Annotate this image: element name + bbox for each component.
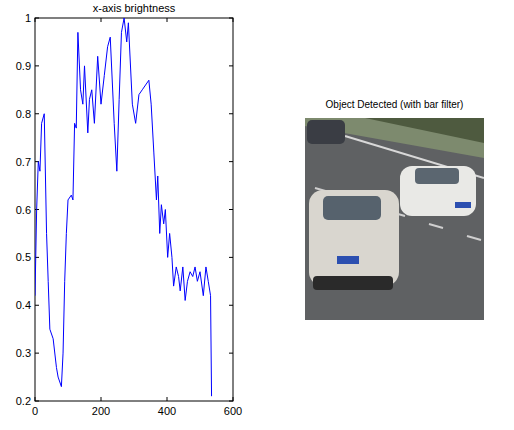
y-tick-right: [229, 65, 233, 66]
y-tick-right: [229, 161, 233, 162]
car-left-body: [309, 190, 399, 286]
page: {"chart_data": {"type": "line", "title":…: [0, 0, 514, 430]
road: [305, 118, 484, 320]
y-tick-right: [229, 113, 233, 114]
y-tick-right: [229, 353, 233, 354]
car-right-plate: [455, 202, 471, 208]
lane-dash: [467, 236, 481, 240]
x-tick-label: 400: [158, 405, 176, 417]
x-tick-top: [101, 18, 102, 22]
y-tick: [35, 65, 39, 66]
y-tick: [35, 401, 39, 402]
car-left-window: [323, 196, 381, 220]
x-tick: [35, 397, 36, 401]
y-tick-label: 0.2: [16, 395, 31, 407]
brightness-line: [35, 18, 212, 396]
x-tick-label: 0: [32, 405, 38, 417]
y-tick-label: 0.9: [16, 60, 31, 72]
image-title: Object Detected (with bar filter): [326, 99, 464, 110]
plot-frame: [35, 18, 233, 401]
car-right-body: [400, 166, 476, 216]
x-tick-top: [233, 18, 234, 22]
y-tick-label: 0.7: [16, 156, 31, 168]
lane-dash: [429, 224, 443, 228]
y-tick-label: 1: [25, 12, 31, 24]
detected-image: [305, 118, 484, 320]
x-tick: [101, 397, 102, 401]
y-tick-label: 0.8: [16, 108, 31, 120]
car-far: [307, 120, 345, 144]
y-tick-right: [229, 209, 233, 210]
y-tick: [35, 113, 39, 114]
y-tick-label: 0.5: [16, 251, 31, 263]
y-tick-right: [229, 257, 233, 258]
y-tick-right: [229, 305, 233, 306]
car-left-shadow: [313, 276, 393, 290]
y-tick-label: 0.3: [16, 347, 31, 359]
x-tick: [167, 397, 168, 401]
x-tick: [233, 397, 234, 401]
y-tick-right: [229, 401, 233, 402]
car-left-plate: [337, 256, 359, 264]
y-tick-label: 0.4: [16, 299, 31, 311]
background: [0, 0, 514, 430]
figure: x-axis brightness 0 200 400 600 0.2 0.3 0.4 0.5 0…: [0, 0, 514, 430]
x-tick-label: 200: [92, 405, 110, 417]
y-tick: [35, 305, 39, 306]
x-tick-top: [35, 18, 36, 22]
y-tick: [35, 353, 39, 354]
y-tick: [35, 18, 39, 19]
plot-area: [35, 18, 212, 396]
trees: [365, 118, 484, 143]
chart-title: x-axis brightness: [93, 2, 176, 14]
y-tick-right: [229, 18, 233, 19]
x-tick-label: 600: [224, 405, 242, 417]
x-tick-top: [167, 18, 168, 22]
car-right-window: [415, 168, 459, 184]
y-tick-label: 0.6: [16, 204, 31, 216]
